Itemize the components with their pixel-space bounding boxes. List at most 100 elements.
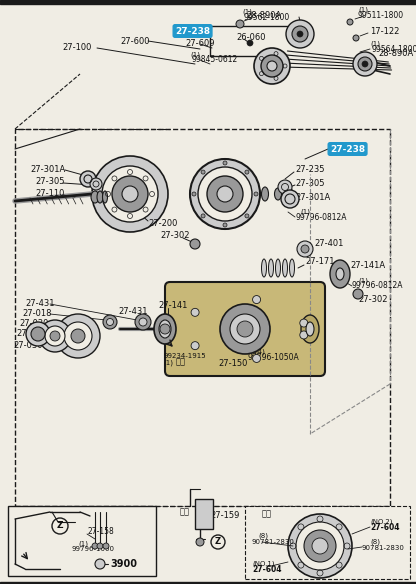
Ellipse shape <box>268 259 273 277</box>
Text: 28-890A: 28-890A <box>378 50 413 58</box>
Bar <box>245 506 410 579</box>
Text: (1): (1) <box>358 278 368 284</box>
Ellipse shape <box>262 187 268 201</box>
Circle shape <box>297 31 303 37</box>
Circle shape <box>236 20 244 28</box>
Text: (1): (1) <box>78 541 88 547</box>
Ellipse shape <box>275 188 282 200</box>
Circle shape <box>92 543 98 549</box>
Text: 99796-0812A: 99796-0812A <box>295 213 347 221</box>
Text: Z: Z <box>215 537 221 547</box>
Circle shape <box>254 192 258 196</box>
Ellipse shape <box>262 259 267 277</box>
Ellipse shape <box>159 320 171 338</box>
Text: (1): (1) <box>242 9 252 15</box>
Circle shape <box>45 326 65 346</box>
Circle shape <box>353 52 377 76</box>
Circle shape <box>362 61 368 67</box>
Text: 27-238: 27-238 <box>175 26 210 36</box>
Ellipse shape <box>282 259 287 277</box>
Circle shape <box>358 57 372 71</box>
Text: 27-600: 27-600 <box>120 36 149 46</box>
Circle shape <box>353 289 363 299</box>
Circle shape <box>254 48 290 84</box>
Circle shape <box>301 245 309 253</box>
Text: (NO.2): (NO.2) <box>370 519 393 525</box>
Ellipse shape <box>91 191 99 203</box>
Bar <box>0 0 416 4</box>
Circle shape <box>201 214 205 218</box>
Circle shape <box>102 166 158 222</box>
Text: 28-890A: 28-890A <box>247 12 282 20</box>
Text: 90781-2830: 90781-2830 <box>362 545 405 551</box>
Text: 27-141A: 27-141A <box>350 262 385 270</box>
Circle shape <box>245 170 249 174</box>
Text: 90781-2830: 90781-2830 <box>252 539 295 545</box>
Circle shape <box>223 223 227 227</box>
Text: 27-141: 27-141 <box>158 301 187 311</box>
FancyBboxPatch shape <box>165 282 325 376</box>
Circle shape <box>207 176 243 212</box>
Text: Z: Z <box>57 522 63 530</box>
Circle shape <box>267 61 277 71</box>
Circle shape <box>190 239 200 249</box>
Circle shape <box>90 178 102 190</box>
Text: 27-604: 27-604 <box>252 565 282 575</box>
Text: 27-159: 27-159 <box>210 512 239 520</box>
Circle shape <box>253 354 260 363</box>
Circle shape <box>261 55 283 77</box>
Text: (8): (8) <box>370 539 380 545</box>
Circle shape <box>237 321 253 337</box>
Text: (1): (1) <box>370 41 380 47</box>
Text: 27-235: 27-235 <box>295 165 324 173</box>
Text: 27-301A: 27-301A <box>30 165 65 173</box>
Circle shape <box>50 331 60 341</box>
Circle shape <box>56 314 100 358</box>
Text: 矢視: 矢視 <box>176 357 186 367</box>
Circle shape <box>300 319 308 327</box>
Ellipse shape <box>154 314 176 344</box>
Circle shape <box>106 318 114 325</box>
Circle shape <box>296 522 344 570</box>
Text: 27-012: 27-012 <box>16 329 45 339</box>
Circle shape <box>230 314 260 344</box>
Circle shape <box>103 315 117 329</box>
Text: (1): (1) <box>300 208 310 215</box>
Circle shape <box>278 180 292 194</box>
Text: 27-305: 27-305 <box>35 178 64 186</box>
Text: 27-302: 27-302 <box>358 296 387 304</box>
Circle shape <box>92 156 168 232</box>
Text: 27-200: 27-200 <box>148 220 177 228</box>
Ellipse shape <box>275 259 280 277</box>
Circle shape <box>292 26 308 42</box>
Ellipse shape <box>306 322 314 336</box>
Text: 矢視: 矢視 <box>180 507 190 516</box>
Circle shape <box>304 530 336 562</box>
Circle shape <box>64 322 92 350</box>
Text: 17-122: 17-122 <box>370 27 399 36</box>
Circle shape <box>135 314 151 330</box>
Text: 99511-1800: 99511-1800 <box>358 12 404 20</box>
Text: (4): (4) <box>255 349 265 355</box>
Circle shape <box>201 170 205 174</box>
Circle shape <box>353 35 359 41</box>
Text: 27-238: 27-238 <box>330 144 365 154</box>
Text: 矢視: 矢視 <box>262 509 272 519</box>
Text: (1): (1) <box>358 7 368 13</box>
Ellipse shape <box>330 260 350 288</box>
Circle shape <box>39 320 71 352</box>
Ellipse shape <box>97 191 103 203</box>
Circle shape <box>160 324 170 334</box>
Text: 27-171: 27-171 <box>305 258 334 266</box>
Text: 27-100: 27-100 <box>62 43 92 53</box>
Circle shape <box>312 538 328 554</box>
Text: 27-030: 27-030 <box>13 340 42 349</box>
Circle shape <box>190 159 260 229</box>
Text: (1): (1) <box>163 360 173 366</box>
Text: 27-150: 27-150 <box>218 360 248 369</box>
Bar <box>15 129 390 506</box>
Text: 27-158: 27-158 <box>88 527 115 537</box>
Circle shape <box>223 161 227 165</box>
Text: (NO.1): (NO.1) <box>252 561 275 567</box>
Text: 27-018: 27-018 <box>22 308 52 318</box>
